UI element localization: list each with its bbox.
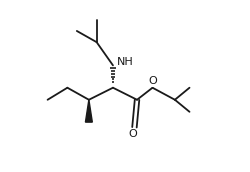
Text: O: O [128, 129, 137, 139]
Text: NH: NH [117, 57, 134, 67]
Text: O: O [148, 76, 157, 86]
Polygon shape [86, 100, 92, 122]
